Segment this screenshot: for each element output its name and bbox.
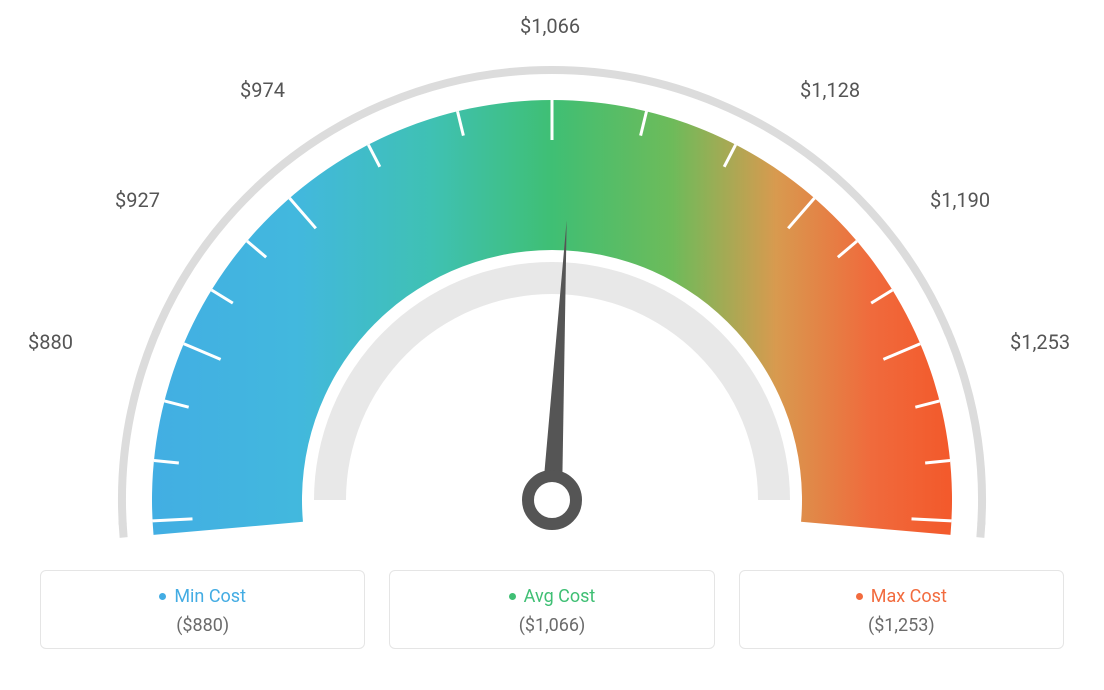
tick-label: $1,190	[930, 188, 990, 212]
tick-label: $1,253	[1010, 330, 1070, 354]
legend-card: Min Cost ($880)	[40, 570, 365, 649]
legend-title: Avg Cost	[509, 586, 596, 607]
gauge-area: $880 $927 $974 $1,066 $1,128 $1,190 $1,253	[0, 0, 1104, 560]
legend-dot-icon	[159, 593, 166, 600]
major-tick	[912, 519, 952, 521]
legend-title-text: Min Cost	[174, 586, 246, 607]
tick-label: $1,066	[520, 14, 580, 38]
legend-row: Min Cost ($880) Avg Cost ($1,066) Max Cost ($…	[0, 570, 1104, 649]
legend-dot-icon	[856, 593, 863, 600]
legend-value: ($1,253)	[750, 615, 1053, 636]
legend-value: ($880)	[51, 615, 354, 636]
legend-value: ($1,066)	[400, 615, 703, 636]
gauge-svg	[0, 0, 1104, 560]
legend-title: Max Cost	[856, 586, 947, 607]
legend-card: Max Cost ($1,253)	[739, 570, 1064, 649]
legend-title: Min Cost	[159, 586, 246, 607]
needle-hub	[528, 476, 576, 524]
gauge-chart-container: $880 $927 $974 $1,066 $1,128 $1,190 $1,253 Min…	[0, 0, 1104, 690]
legend-card: Avg Cost ($1,066)	[389, 570, 714, 649]
tick-label: $927	[115, 188, 160, 212]
tick-label: $1,128	[800, 78, 860, 102]
legend-title-text: Avg Cost	[524, 586, 596, 607]
tick-label: $880	[28, 330, 73, 354]
major-tick	[153, 519, 193, 521]
legend-dot-icon	[509, 593, 516, 600]
tick-label: $974	[240, 78, 285, 102]
legend-title-text: Max Cost	[871, 586, 947, 607]
